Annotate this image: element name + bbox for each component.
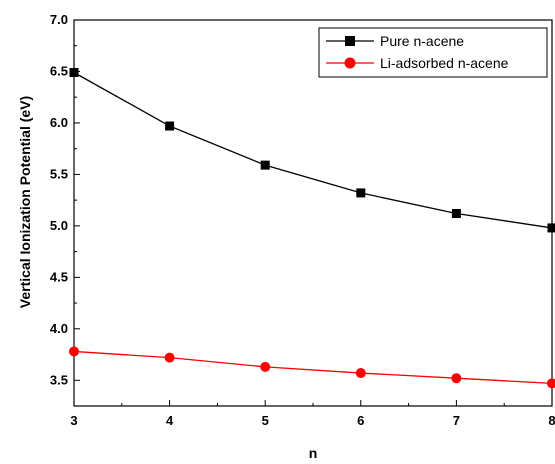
- y-tick-label: 6.5: [50, 63, 68, 78]
- y-tick-label: 3.5: [50, 372, 68, 387]
- data-point: [260, 160, 270, 170]
- x-tick-label: 8: [548, 413, 555, 428]
- data-point: [451, 209, 461, 219]
- y-tick-label: 6.0: [50, 115, 68, 130]
- data-point: [451, 373, 462, 384]
- x-tick-label: 3: [70, 413, 77, 428]
- data-point: [547, 378, 555, 389]
- y-tick-label: 5.5: [50, 166, 68, 181]
- data-point: [356, 188, 366, 198]
- x-tick-label: 6: [357, 413, 364, 428]
- y-tick-label: 4.5: [50, 269, 68, 284]
- legend-marker-li: [344, 57, 356, 69]
- series-layer: [69, 67, 555, 389]
- data-point: [355, 368, 366, 379]
- y-axis-title: Vertical Ionization Potential (eV): [17, 96, 33, 308]
- series-line: [73, 71, 553, 229]
- x-tick-label: 4: [166, 413, 174, 428]
- series-line: [73, 350, 553, 385]
- x-tick-label: 7: [453, 413, 460, 428]
- data-point: [69, 67, 79, 77]
- data-point: [547, 223, 555, 233]
- series-li-adsorbed-n-acene: [69, 346, 555, 389]
- legend-label-li: Li-adsorbed n-acene: [380, 55, 509, 71]
- legend-box: [318, 27, 548, 78]
- plot-frame: [73, 19, 553, 407]
- x-axis-title: n: [309, 445, 318, 461]
- y-tick-label: 4.0: [50, 321, 68, 336]
- data-point: [260, 361, 271, 372]
- y-tick-label: 5.0: [50, 218, 68, 233]
- data-point: [69, 346, 79, 357]
- x-tick-label: 5: [262, 413, 269, 428]
- legend: Pure n-acene Li-adsorbed n-acene: [318, 27, 548, 78]
- data-point: [165, 121, 175, 131]
- legend-label-pure: Pure n-acene: [380, 33, 464, 49]
- series-pure-n-acene: [69, 67, 555, 233]
- data-point: [164, 352, 175, 363]
- y-tick-label: 7.0: [50, 12, 68, 27]
- legend-marker-pure: [345, 36, 355, 46]
